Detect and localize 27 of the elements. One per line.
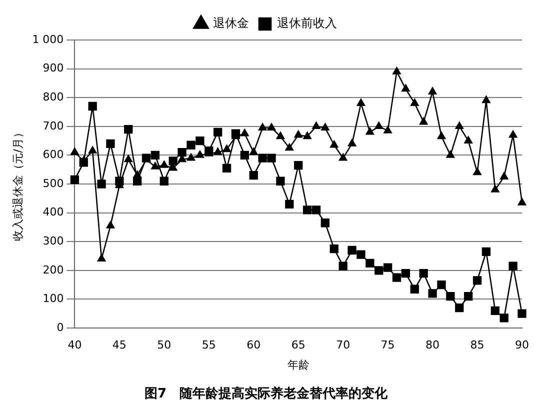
x-tick-label: 90 — [515, 338, 529, 352]
x-tick-label: 55 — [202, 338, 216, 352]
x-tick-label: 85 — [470, 338, 484, 352]
x-tick-label: 65 — [291, 338, 306, 352]
x-tick-label: 70 — [336, 338, 350, 352]
y-tick-label: 100 — [42, 292, 64, 306]
x-axis-title: 年龄 — [287, 358, 310, 372]
y-tick-label: 300 — [42, 234, 64, 248]
x-tick-label: 40 — [68, 338, 82, 352]
x-tick-label: 50 — [157, 338, 172, 352]
x-tick-label: 60 — [246, 338, 261, 352]
y-tick-label: 700 — [42, 119, 64, 132]
y-tick-label: 600 — [42, 148, 64, 162]
x-tick-label: 45 — [112, 338, 126, 352]
y-tick-label: 400 — [42, 206, 64, 219]
y-tick-label: 0 — [56, 320, 64, 334]
x-tick-label: 75 — [380, 338, 395, 352]
y-tick-label: 1 000 — [32, 32, 64, 46]
y-tick-label: 800 — [42, 90, 64, 104]
legend-label: 退休前收入 — [277, 16, 337, 30]
x-tick-label: 80 — [426, 338, 440, 352]
y-tick-label: 900 — [42, 62, 64, 75]
text: 图7 随年龄提高实际养老金替代率的变化 — [144, 386, 389, 402]
legend-label: 退休金 — [213, 16, 249, 30]
y-tick-label: 500 — [42, 176, 64, 190]
y-tick-label: 200 — [42, 263, 64, 276]
y-axis-title: 收入或退休金（元/月） — [11, 127, 24, 241]
